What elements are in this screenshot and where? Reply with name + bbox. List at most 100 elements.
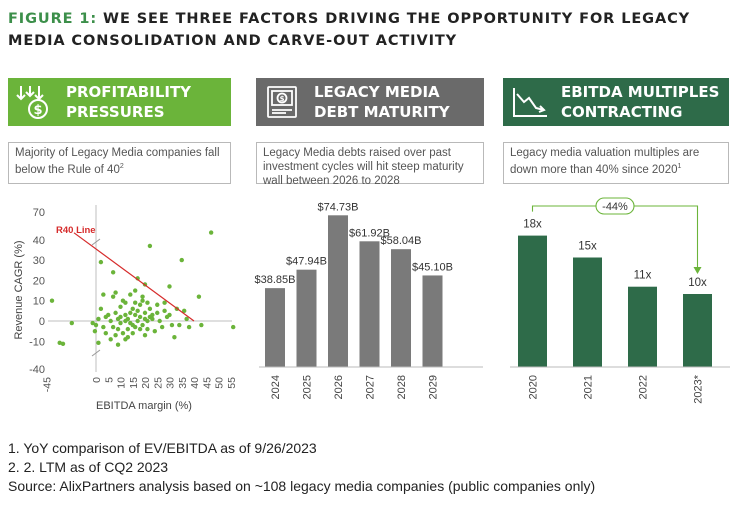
- x-category-label: 2021: [583, 375, 595, 399]
- scatter-point: [184, 316, 189, 322]
- x-tick-label: 35: [177, 377, 189, 389]
- panel-heading-ebitda: EBITDA MULTIPLES CONTRACTING: [561, 83, 720, 121]
- y-tick-label: 0: [39, 316, 45, 328]
- scatter-point: [145, 318, 150, 324]
- x-tick-label: 5: [103, 377, 115, 383]
- scatter-point: [108, 337, 113, 342]
- scatter-point: [179, 257, 184, 263]
- panel-banner-profitability: $ PROFITABILITY PRESSURES: [8, 78, 231, 126]
- scatter-point: [137, 302, 143, 307]
- scatter-point: [90, 320, 95, 326]
- bar-2027: [359, 241, 380, 367]
- x-tick-label: 55: [226, 377, 238, 389]
- panel-banner-ebitda: EBITDA MULTIPLES CONTRACTING: [503, 78, 729, 126]
- scatter-point: [162, 300, 167, 305]
- scatter-point: [93, 322, 99, 328]
- change-arrowhead: [693, 267, 702, 274]
- scatter-point: [69, 320, 75, 326]
- scatter-point: [57, 340, 62, 346]
- x-category-label: 2022: [638, 375, 650, 399]
- scatter-point: [110, 270, 116, 275]
- x-tick-label: 30: [165, 377, 177, 389]
- figure-title-text: WE SEE THREE FACTORS DRIVING THE OPPORTU…: [8, 11, 691, 49]
- scatter-point: [196, 294, 202, 299]
- bar-2029: [422, 275, 443, 367]
- scatter-point: [60, 341, 66, 346]
- scatter-point: [177, 322, 182, 328]
- x-category-label: 2027: [365, 375, 377, 399]
- scatter-point: [145, 300, 150, 305]
- scatter-point: [133, 300, 138, 305]
- dollar-down-arrows-icon: $: [16, 86, 48, 119]
- footnote-ref: 1: [677, 163, 682, 170]
- scatter-point: [140, 294, 145, 299]
- scatter-point: [108, 318, 113, 324]
- bar-value-label: 15x: [578, 241, 597, 253]
- x-category-label: 2025: [302, 375, 314, 399]
- scatter-point: [140, 322, 145, 328]
- scatter-point: [118, 320, 123, 326]
- scatter-point: [92, 328, 98, 334]
- bar-value-label: 10x: [688, 277, 707, 289]
- bar-2023*: [683, 294, 712, 367]
- scatter-point: [142, 333, 148, 338]
- bar-2022: [628, 286, 657, 367]
- scatter-point: [152, 328, 157, 334]
- scatter-point: [208, 230, 214, 235]
- scatter-point: [128, 292, 133, 297]
- r40-line: [73, 232, 195, 322]
- footnote-1: 1. YoY comparison of EV/EBITDA as of 9/2…: [8, 440, 317, 456]
- scatter-point: [96, 340, 101, 346]
- y-tick-label: 10: [33, 296, 45, 308]
- y-tick-label: -40: [29, 364, 45, 376]
- x-tick-label: 15: [128, 377, 140, 389]
- footnotes: 1. YoY comparison of EV/EBITDA as of 9/2…: [8, 439, 733, 496]
- scatter-point: [133, 288, 138, 293]
- scatter-point: [110, 324, 116, 330]
- panel-heading-profitability: PROFITABILITY PRESSURES: [66, 83, 192, 121]
- bar-2025: [296, 269, 317, 367]
- axis-break-mark: [91, 349, 101, 357]
- x-axis-label: EBITDA margin (%): [96, 400, 192, 412]
- bar-value-label: $74.73B: [318, 201, 359, 213]
- r40-line-label: R40 Line: [56, 225, 96, 236]
- scatter-point: [159, 324, 165, 330]
- scatter-point: [125, 326, 131, 332]
- scatter-point: [113, 290, 118, 295]
- x-category-label: 2024: [270, 375, 282, 399]
- x-category-label: 2029: [428, 375, 440, 399]
- x-tick-label: 50: [214, 377, 226, 389]
- bar-value-label: 11x: [634, 270, 652, 282]
- scatter-point: [110, 294, 116, 299]
- scatter-point: [113, 310, 118, 316]
- scatter-point: [130, 330, 135, 336]
- scatter-point: [155, 302, 160, 307]
- x-category-label: 2020: [528, 375, 540, 399]
- scatter-point: [167, 284, 172, 289]
- scatter-point: [147, 306, 153, 312]
- scatter-point: [125, 316, 131, 322]
- footnote-ref: 2: [119, 163, 124, 170]
- panel-description-profitability: Majority of Legacy Media companies fall …: [8, 142, 231, 184]
- scatter-point: [125, 335, 131, 340]
- scatter-point: [133, 312, 138, 318]
- source-note: Source: AlixPartners analysis based on ~…: [8, 478, 596, 494]
- scatter-point: [128, 310, 133, 316]
- scatter-point: [172, 335, 177, 340]
- y-axis-label: Revenue CAGR (%): [13, 240, 25, 339]
- scatter-point: [186, 324, 192, 330]
- scatter-point: [115, 326, 121, 332]
- money-bill-icon: $: [267, 86, 297, 118]
- scatter-point: [145, 326, 150, 332]
- scatter-point: [113, 333, 118, 338]
- bar-value-label: $61.92B: [349, 227, 390, 239]
- scatter-point: [103, 330, 109, 336]
- scatter-point: [137, 314, 143, 320]
- scatter-point: [120, 330, 126, 336]
- bar-value-label: $38.85B: [255, 274, 296, 286]
- x-tick-label: 20: [140, 377, 152, 389]
- scatter-point: [101, 324, 106, 330]
- scatter-point: [157, 318, 162, 324]
